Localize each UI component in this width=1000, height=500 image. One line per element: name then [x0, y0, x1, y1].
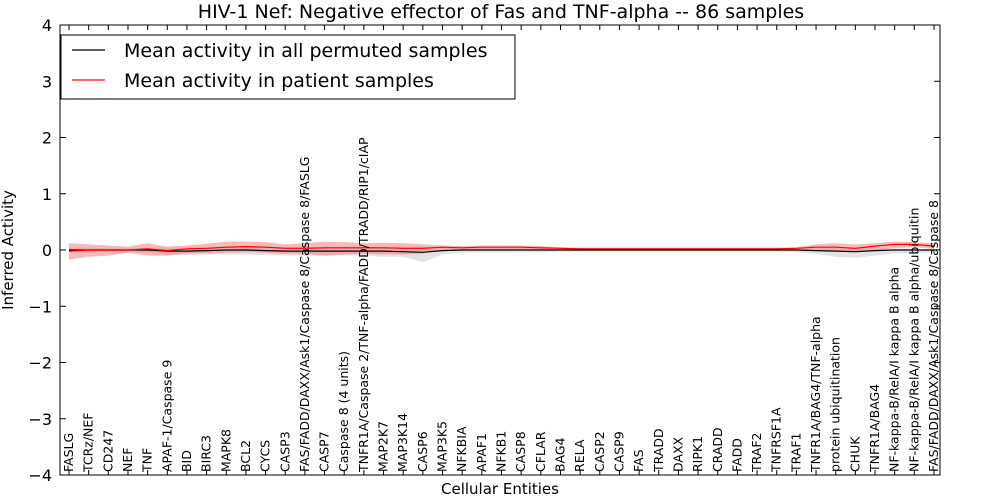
legend-label-permuted: Mean activity in all permuted samples [124, 40, 487, 62]
legend: Mean activity in all permuted samples Me… [60, 34, 516, 100]
x-tick-label: TRAF1 [788, 432, 803, 473]
x-tick-label: CASP9 [612, 431, 627, 472]
x-tick-label: DAXX [670, 436, 685, 472]
x-axis: FASLG TCRz/NEF CD247 NEF TNF APAF-1/Caspase 9… [61, 25, 941, 475]
x-tick-label: MAP2K7 [376, 421, 391, 472]
x-tick-label: BIRC3 [199, 435, 214, 472]
x-tick-label: CFLAR [533, 431, 548, 472]
y-tick-label: 3 [42, 72, 52, 91]
x-tick-label: FAS/FADD/DAXX/Ask1/Caspase 8/Caspase 8 [926, 200, 941, 472]
line-series-1 [68, 243, 935, 252]
x-tick-label: TRAF2 [749, 433, 764, 474]
x-tick-label: NFKBIA [454, 426, 469, 472]
x-tick-label: TNFR1A/BAG4/TNF-alpha [808, 316, 823, 473]
x-tick-label: RIPK1 [690, 436, 705, 472]
x-tick-label: TNFRSF1A [769, 407, 784, 473]
x-tick-label: APAF1 [474, 433, 489, 472]
x-tick-label: CD247 [100, 430, 115, 472]
y-tick-label: 2 [42, 129, 52, 148]
x-tick-label: CASP3 [277, 431, 292, 472]
y-axis: −4 −3 −2 −1 0 1 2 3 4 [28, 16, 940, 485]
band-series-1 [69, 241, 934, 260]
x-tick-label: TRADD [651, 428, 666, 473]
x-tick-label: FASLG [61, 433, 76, 472]
x-tick-label: CASP6 [415, 431, 430, 472]
x-tick-label: MAPK8 [218, 429, 233, 472]
y-tick-label: −1 [28, 297, 52, 316]
x-tick-label: RELA [572, 439, 587, 472]
y-tick-label: −3 [28, 410, 52, 429]
plot-area [68, 241, 935, 263]
x-axis-label: Cellular Entities [441, 480, 559, 498]
chart-title: HIV-1 Nef: Negative effector of Fas and … [198, 1, 804, 23]
x-tick-label: TCRz/NEF [81, 413, 96, 474]
y-tick-label: 0 [42, 241, 52, 260]
x-tick-label: NF-kappa-B/RelA/I kappa B alpha/ubiquiti… [906, 208, 921, 472]
x-tick-label: FAS [631, 449, 646, 472]
x-tick-label: Caspase 8 (4 units) [336, 351, 351, 472]
line-series-0 [69, 249, 934, 253]
legend-frame [60, 34, 516, 100]
y-tick-label: −2 [28, 354, 52, 373]
x-tick-label: CYCS [258, 440, 273, 472]
x-tick-label: MAP3K5 [435, 421, 450, 472]
x-tick-label: MAP3K14 [395, 413, 410, 472]
x-tick-label: BID [179, 450, 194, 472]
y-tick-label: 4 [42, 16, 52, 35]
x-tick-label: NF-kappa-B/RelA/I kappa B alpha [887, 267, 902, 472]
x-tick-label: APAF-1/Caspase 9 [159, 360, 174, 472]
x-tick-label: CRADD [710, 427, 725, 472]
x-tick-label: FAS/FADD/DAXX/Ask1/Caspase 8/Caspase 8/F… [297, 157, 312, 472]
legend-label-patient: Mean activity in patient samples [124, 70, 434, 92]
x-tick-label: CASP2 [592, 431, 607, 472]
x-tick-label: NEF [120, 448, 135, 472]
x-tick-label: NFKB1 [494, 431, 509, 472]
x-tick-label: BAG4 [553, 437, 568, 472]
y-tick-label: 1 [42, 185, 52, 204]
y-tick-label: −4 [28, 466, 52, 485]
x-tick-label: TNFR1A/Caspase 2/TNF-alpha/FADD/TRADD/RI… [356, 137, 371, 473]
x-tick-label: CHUK [847, 436, 862, 472]
x-tick-label: BCL2 [238, 440, 253, 472]
x-tick-label: FADD [729, 438, 744, 472]
x-tick-label: TNFR1A/BAG4 [867, 384, 882, 473]
x-tick-label: CASP7 [317, 431, 332, 472]
x-tick-label: TNF [140, 448, 155, 473]
x-tick-label: protein ubiquitination [828, 337, 843, 472]
y-axis-label: Inferred Activity [0, 190, 17, 310]
x-tick-label: CASP8 [513, 431, 528, 472]
